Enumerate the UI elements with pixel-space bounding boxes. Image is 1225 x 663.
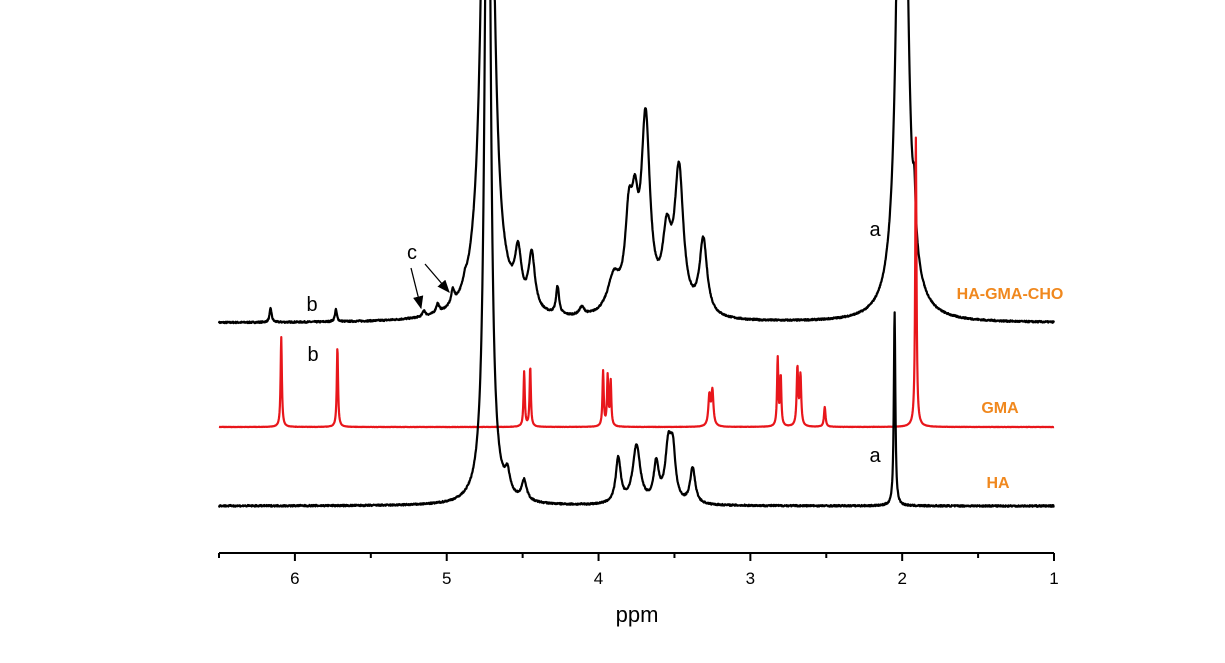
- arrow-c-2: [424, 263, 450, 293]
- series-label-ha: HA: [986, 475, 1010, 492]
- series-line-gma: [218, 136, 1055, 429]
- annotation-a-ha: a: [869, 445, 881, 467]
- x-tick-label: 3: [746, 569, 755, 588]
- annotation-b-gma: b: [307, 344, 318, 366]
- annotation-a-top: a: [869, 219, 881, 241]
- annotation-b-top: b: [306, 294, 317, 316]
- arrow-c-1: [410, 267, 424, 310]
- series-label-gma: GMA: [981, 400, 1019, 417]
- x-axis: 6 5 4 3 2 1: [218, 552, 1059, 588]
- x-tick-label: 2: [897, 569, 906, 588]
- x-tick-label: 6: [290, 569, 299, 588]
- x-tick-label: 1: [1049, 569, 1058, 588]
- x-tick-label: 5: [442, 569, 451, 588]
- x-tick-label: 4: [594, 569, 603, 588]
- series-line-ha: [217, 0, 1055, 508]
- annotation-c: c: [407, 242, 417, 264]
- series-label-ha-gma-cho: HA-GMA-CHO: [957, 286, 1064, 303]
- x-axis-label: ppm: [616, 602, 659, 627]
- series-line-ha-gma-cho: [217, 0, 1055, 325]
